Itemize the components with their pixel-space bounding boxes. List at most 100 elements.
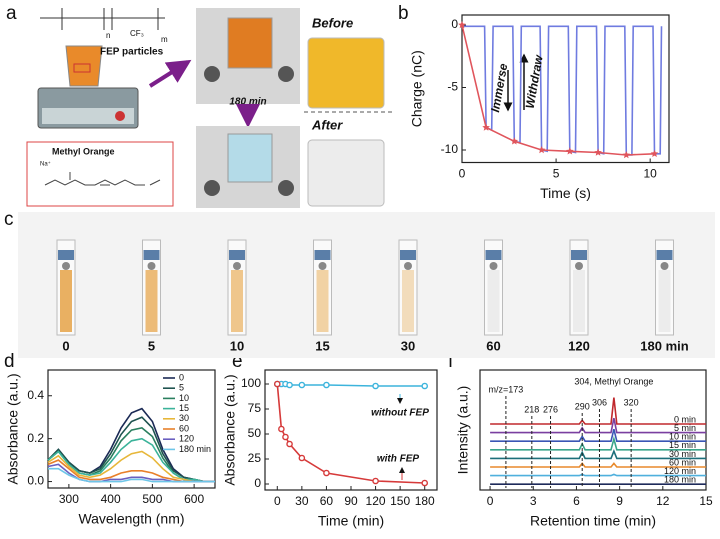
sample-label: 0: [62, 338, 69, 353]
photo-background: [18, 212, 715, 358]
series-label: without FEP: [371, 408, 429, 419]
data-line: [490, 435, 706, 451]
x-tick-label: 6: [573, 494, 580, 508]
stir-bar: [147, 262, 156, 270]
x-axis-title: Retention time (min): [530, 513, 656, 529]
peak-label: 276: [543, 404, 558, 414]
marker: [286, 381, 293, 389]
legend-label: 60: [179, 423, 189, 433]
clamp: [278, 66, 294, 82]
sample-label: 60: [486, 338, 500, 353]
solution: [402, 270, 414, 332]
x-tick-label: 500: [142, 492, 162, 506]
marker: [482, 123, 490, 131]
x-axis-title: Wavelength (nm): [78, 511, 184, 527]
x-tick-label: 10: [644, 167, 658, 181]
x-tick-label: 3: [530, 494, 537, 508]
legend-label: 180 min: [179, 444, 211, 454]
sample-label: 120: [568, 338, 590, 353]
annotation: Immerse: [488, 62, 510, 113]
series-label: with FEP: [377, 454, 420, 465]
solution: [658, 270, 671, 332]
plot-frame: [47, 369, 216, 489]
cap: [400, 250, 416, 260]
x-tick-label: 600: [184, 492, 204, 506]
stir-bar: [318, 262, 327, 270]
label: 180 min: [229, 97, 266, 108]
marker: [323, 381, 330, 389]
marker: [273, 380, 281, 388]
peak-label: 306: [592, 397, 607, 407]
ion: Na⁺: [40, 161, 51, 168]
data-line: [490, 418, 706, 434]
stir-bar: [660, 262, 669, 270]
peak-label: 320: [624, 397, 639, 407]
data-line: [276, 383, 425, 484]
y-tick-label: 50: [248, 426, 262, 440]
solution: [487, 270, 500, 332]
orange-liquid: [227, 17, 273, 69]
marker: [372, 477, 379, 485]
cap: [58, 250, 74, 260]
y-tick-label: 0.0: [27, 474, 44, 488]
y-tick-label: 75: [248, 401, 262, 415]
sample-label: 180 min: [640, 338, 688, 353]
y-axis-title: Absorbance (a.u.): [5, 373, 21, 484]
formula-bonds: [40, 8, 165, 30]
marker: [421, 479, 429, 487]
panel-label: c: [4, 209, 14, 230]
peak-label: 304, Methyl Orange: [574, 376, 653, 386]
marker: [421, 382, 429, 390]
panel-label: e: [232, 351, 243, 372]
trace-label: 15 min: [669, 440, 696, 450]
trace-label: 60 min: [669, 457, 696, 467]
beaker: [65, 45, 103, 87]
arrow: [148, 59, 192, 88]
marker: [278, 425, 285, 433]
label: Methyl Orange: [52, 146, 115, 156]
solution: [60, 270, 72, 332]
trace-label: 0 min: [674, 414, 696, 424]
cap: [314, 250, 331, 260]
marker: [650, 149, 659, 157]
panel-label: f: [448, 351, 454, 372]
x-tick-label: 0: [274, 494, 281, 508]
data-line: [47, 416, 215, 483]
clamp: [204, 180, 220, 196]
x-tick-label: 90: [344, 494, 358, 508]
sample-label: 30: [401, 338, 415, 353]
marker: [372, 382, 379, 390]
marker: [323, 469, 330, 477]
trace-label: 180 min: [664, 475, 696, 485]
y-axis-title: Intensity (a.u.): [455, 386, 471, 475]
marker: [622, 151, 631, 159]
label: FEP particles: [100, 47, 164, 58]
marker: [298, 381, 306, 389]
legend-label: 5: [179, 383, 184, 393]
marker: [566, 147, 574, 155]
y-tick-label: 0.2: [27, 431, 44, 445]
y-tick-label: 0: [451, 17, 458, 31]
x-tick-label: 30: [295, 494, 309, 508]
stir-bar: [62, 262, 70, 270]
panel-label: a: [6, 3, 17, 24]
plot-frame: [479, 369, 707, 491]
particles: [73, 63, 91, 73]
data-line: [490, 429, 706, 442]
formula-sub: m: [161, 35, 168, 44]
stir-bar: [233, 262, 241, 270]
peak-label: 218: [524, 404, 539, 414]
trace-label: 10 min: [669, 432, 696, 442]
panel-c: 0 5 10 15 30 60 120 180 min: [56, 239, 689, 353]
data-line: [47, 450, 215, 483]
legend-label: 0: [179, 372, 184, 382]
marker: [594, 148, 602, 156]
peak-label: m/z=173: [489, 384, 524, 394]
panel-a: n m CF₃ FEP particles Methyl Orange Na⁺ …: [26, 8, 392, 208]
x-tick-label: 15: [699, 494, 713, 508]
marker: [282, 433, 289, 441]
beaker-after: [307, 139, 385, 207]
clamp: [204, 66, 220, 82]
x-tick-label: 400: [101, 492, 121, 506]
solution: [145, 270, 158, 332]
